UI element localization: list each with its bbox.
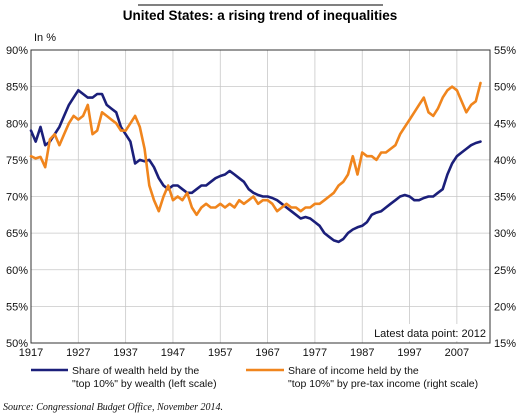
x-tick-label: 1917 xyxy=(19,347,43,359)
x-tick-label: 2007 xyxy=(445,347,469,359)
left-tick-label: 70% xyxy=(6,192,28,204)
x-tick-label: 1937 xyxy=(113,347,137,359)
x-tick-label: 1967 xyxy=(255,347,279,359)
series-line-income-share xyxy=(29,81,482,217)
right-tick-label: 50% xyxy=(494,82,516,94)
chart-title: United States: a rising trend of inequal… xyxy=(123,8,398,23)
left-tick-label: 50% xyxy=(6,338,28,350)
right-tick-label: 15% xyxy=(494,338,516,350)
legend-income-line-2: "top 10%" by pre-tax income (right scale… xyxy=(288,378,478,390)
right-tick-label: 20% xyxy=(494,301,516,313)
series-line-wealth-share xyxy=(29,89,482,244)
right-tick-label: 35% xyxy=(494,192,516,204)
x-axis: 1917 1927 1937 1947 1957 1967 1977 1987 1997 2007 xyxy=(19,347,469,359)
legend-wealth-line-2: "top 10%" by wealth (left scale) xyxy=(72,378,217,390)
left-axis: 90% 85% 80% 75% 70% 65% 60% 55% 50% xyxy=(6,45,28,350)
x-tick-label: 1977 xyxy=(303,347,327,359)
plot-frame xyxy=(30,49,491,344)
series-lines xyxy=(29,81,482,244)
left-tick-label: 85% xyxy=(6,82,28,94)
legend-income-line-1: Share of income held by the xyxy=(288,365,419,377)
x-tick-label: 1987 xyxy=(350,347,374,359)
x-tick-label: 1927 xyxy=(66,347,90,359)
right-tick-label: 25% xyxy=(494,265,516,277)
legend: Share of wealth held by the "top 10%" by… xyxy=(31,365,478,390)
x-tick-label: 1957 xyxy=(208,347,232,359)
legend-wealth-line-1: Share of wealth held by the xyxy=(72,365,199,377)
x-tick-label: 1997 xyxy=(397,347,421,359)
left-tick-label: 90% xyxy=(6,45,28,57)
annotation-box xyxy=(378,324,488,341)
left-tick-label: 60% xyxy=(6,265,28,277)
left-axis-unit-label: In % xyxy=(34,32,56,44)
x-tick-label: 1947 xyxy=(161,347,185,359)
left-tick-label: 75% xyxy=(6,155,28,167)
latest-data-annotation: Latest data point: 2012 xyxy=(374,328,486,340)
left-tick-label: 65% xyxy=(6,228,28,240)
left-tick-label: 55% xyxy=(6,301,28,313)
right-tick-label: 30% xyxy=(494,228,516,240)
right-tick-label: 55% xyxy=(494,45,516,57)
left-tick-label: 80% xyxy=(6,118,28,130)
right-tick-label: 45% xyxy=(494,118,516,130)
right-tick-label: 40% xyxy=(494,155,516,167)
right-axis: 55% 50% 45% 40% 35% 30% 25% 20% 15% xyxy=(494,45,516,350)
source-note: Source: Congressional Budget Office, Nov… xyxy=(3,402,223,413)
